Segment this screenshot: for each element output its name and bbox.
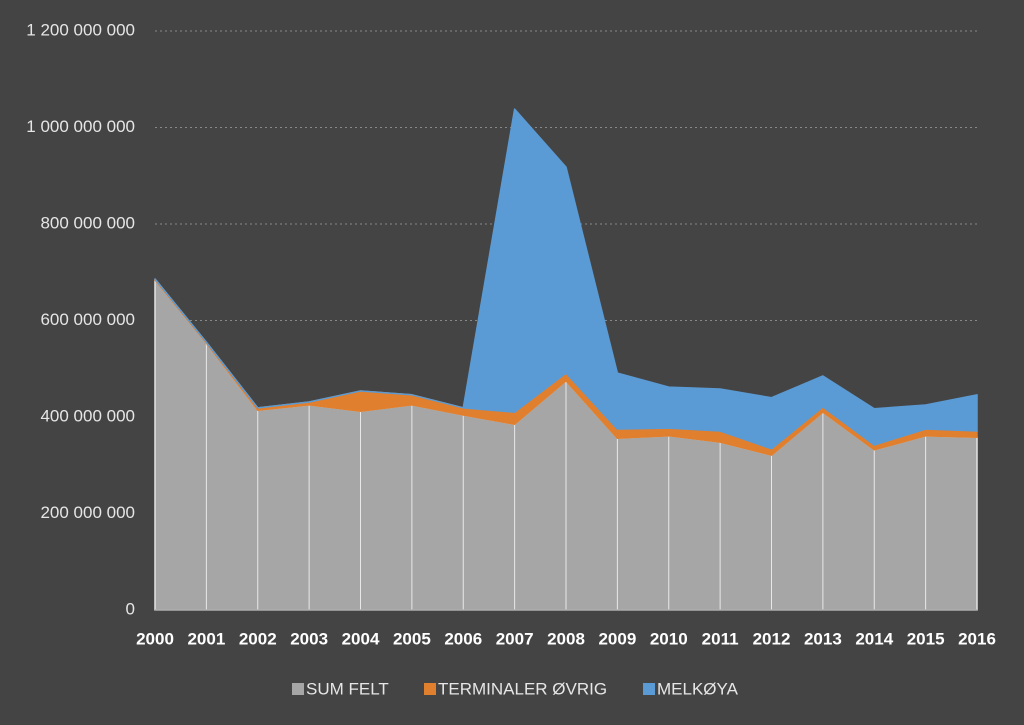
x-tick-label: 2001	[187, 629, 225, 648]
x-tick-label: 2008	[547, 629, 585, 648]
x-tick-label: 2002	[239, 629, 277, 648]
x-tick-label: 2003	[290, 629, 328, 648]
y-tick-label: 200 000 000	[40, 503, 135, 522]
x-tick-label: 2006	[444, 629, 482, 648]
legend-label: SUM FELT	[306, 679, 389, 698]
x-tick-label: 2014	[855, 629, 893, 648]
x-tick-label: 2010	[650, 629, 688, 648]
y-tick-label: 400 000 000	[40, 406, 135, 425]
x-tick-label: 2009	[598, 629, 636, 648]
area	[154, 108, 978, 450]
x-tick-label: 2011	[702, 629, 739, 648]
x-tick-label: 2013	[804, 629, 842, 648]
y-tick-label: 800 000 000	[40, 213, 135, 232]
x-tick-label: 2016	[958, 629, 996, 648]
x-tick-label: 2015	[907, 629, 945, 648]
y-tick-label: 600 000 000	[40, 310, 135, 329]
x-tick-label: 2005	[393, 629, 431, 648]
x-tick-label: 2012	[753, 629, 791, 648]
legend-label: MELKØYA	[657, 679, 739, 698]
legend-swatch	[292, 683, 304, 695]
y-tick-label: 1 000 000 000	[26, 117, 135, 136]
legend-swatch	[424, 683, 436, 695]
y-tick-label: 1 200 000 000	[26, 20, 135, 39]
x-tick-label: 2004	[342, 629, 380, 648]
x-tick-label: 2000	[136, 629, 174, 648]
legend-label: TERMINALER ØVRIG	[438, 679, 607, 698]
legend-swatch	[643, 683, 655, 695]
x-tick-label: 2007	[496, 629, 534, 648]
y-tick-label: 0	[126, 599, 135, 618]
